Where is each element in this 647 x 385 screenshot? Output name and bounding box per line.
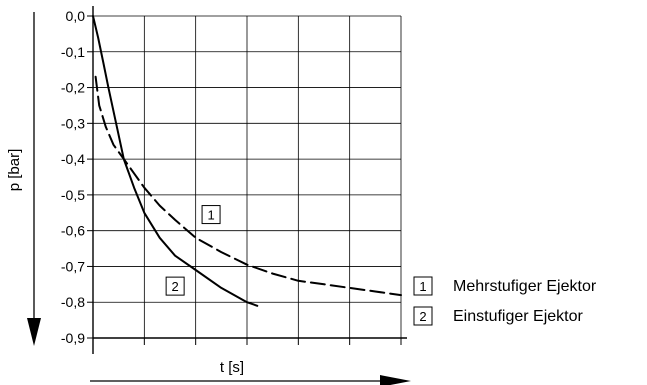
legend-label-1: Mehrstufiger Ejektor <box>453 278 597 295</box>
axes <box>27 6 411 385</box>
curve-marker-box-2 <box>165 276 185 296</box>
legend-label-2: Einstufiger Ejektor <box>453 308 584 325</box>
y-tick-label: 0,0 <box>66 8 86 24</box>
pressure-arrow-head <box>27 318 41 346</box>
legend-marker-2: 2 <box>419 309 426 324</box>
y-tick-label: -0,7 <box>61 258 85 274</box>
curve-marker-label-1: 1 <box>207 208 214 223</box>
grid <box>93 16 402 339</box>
legend-item-2: 2 Einstufiger Ejektor <box>413 306 584 326</box>
series-line-1 <box>94 75 402 297</box>
y-tick-label: -0,9 <box>61 330 85 346</box>
x-ticks <box>92 338 402 345</box>
series-lines <box>92 15 402 307</box>
series-line-2 <box>92 15 259 307</box>
y-tick-label: -0,1 <box>61 44 85 60</box>
y-tick-label: -0,4 <box>61 151 85 167</box>
curve-markers: 12 <box>165 205 221 296</box>
time-arrow-head <box>380 375 411 385</box>
legend: 1 Mehrstufiger Ejektor 2 Einstufiger Eje… <box>413 276 597 326</box>
y-tick-label: -0,6 <box>61 223 85 239</box>
y-tick-label: -0,8 <box>61 294 85 310</box>
legend-item-1: 1 Mehrstufiger Ejektor <box>413 276 597 296</box>
legend-marker-1: 1 <box>419 279 426 294</box>
curve-marker-box-1 <box>201 205 221 225</box>
curve-marker-label-2: 2 <box>172 279 179 294</box>
y-tick-labels: 0,0 -0,1 -0,2 -0,3 -0,4 -0,5 -0,6 -0,7 -0,8 -0,9 <box>61 8 93 346</box>
y-tick-label: -0,3 <box>61 115 85 131</box>
y-tick-label: -0,5 <box>61 187 85 203</box>
y-tick-label: -0,2 <box>61 80 85 96</box>
y-axis-label: p [bar] <box>6 149 23 192</box>
x-axis-label: t [s] <box>220 359 244 376</box>
